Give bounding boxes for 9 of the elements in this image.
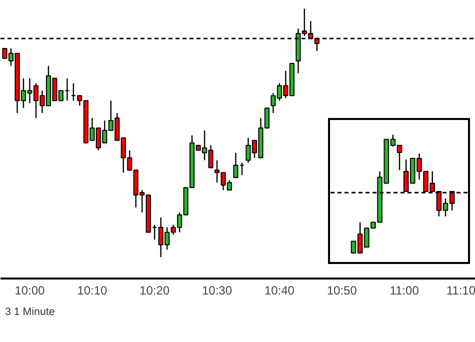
x-tick-label: 10:50 <box>326 284 358 298</box>
x-tick-label: 10:00 <box>14 284 46 298</box>
x-tick-label: 10:40 <box>264 284 295 298</box>
x-tick-label: 11:10 <box>446 284 475 298</box>
text: 3 1 Minute <box>5 305 55 320</box>
x-tick-label: 10:30 <box>202 284 232 298</box>
x-tick-label: 10:20 <box>140 284 170 298</box>
x-tick-label: 10:10 <box>77 284 108 298</box>
x-tick-label: 11:00 <box>390 284 420 298</box>
